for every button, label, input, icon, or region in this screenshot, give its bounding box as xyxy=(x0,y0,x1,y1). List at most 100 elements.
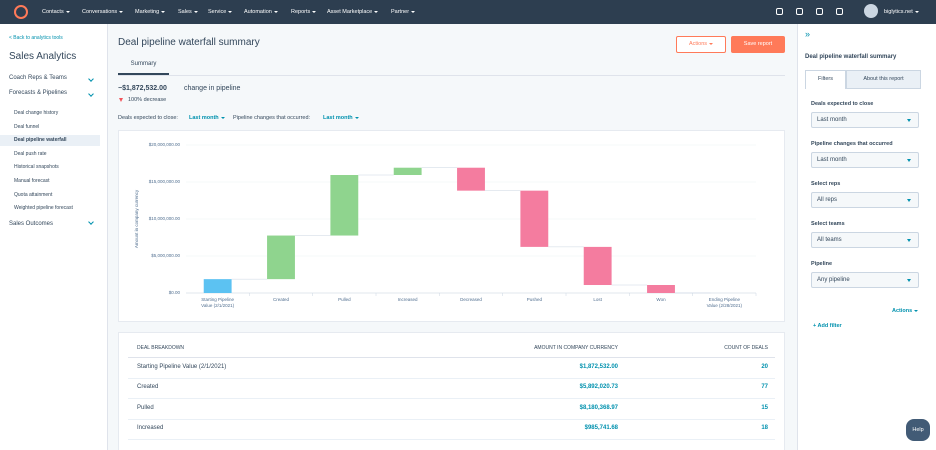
account[interactable]: biglytics.net xyxy=(884,9,919,15)
report-title: Deal pipeline waterfall summary xyxy=(118,37,260,48)
logo[interactable] xyxy=(14,5,28,19)
sidebar-section[interactable]: Coach Reps & Teams xyxy=(9,75,67,81)
field-label: Deals expected to close xyxy=(811,101,874,107)
nav-item[interactable]: Sales xyxy=(178,9,198,15)
bar xyxy=(520,190,549,247)
bar xyxy=(647,285,675,293)
filter-label: Pipeline changes that occurred: xyxy=(233,115,311,121)
field-label: Pipeline xyxy=(811,261,833,267)
sidebar-item[interactable]: Manual forecast xyxy=(14,178,50,184)
change-amount: −$1,872,532.00 xyxy=(118,85,167,92)
y-axis-label: Amount in company currency xyxy=(134,189,139,248)
table-cell: 18 xyxy=(761,424,768,431)
filter-label: Deals expected to close: xyxy=(118,115,178,121)
x-tick-label: Created xyxy=(272,297,289,302)
actions-button[interactable]: Actions xyxy=(676,36,726,53)
bar xyxy=(583,246,612,286)
nav-item[interactable]: Asset Marketplace xyxy=(327,9,378,15)
nav-item[interactable]: Contacts xyxy=(42,9,70,15)
change-text: change in pipeline xyxy=(184,85,241,92)
decrease-icon xyxy=(119,98,123,102)
help-button[interactable]: Help xyxy=(906,419,930,441)
table-card xyxy=(118,332,785,450)
table-header: DEAL BREAKDOWN xyxy=(137,345,185,351)
x-tick-label: Lost xyxy=(593,297,602,302)
bar xyxy=(330,175,359,236)
tab[interactable]: Summary xyxy=(118,59,169,75)
sidebar-section[interactable]: Forecasts & Pipelines xyxy=(9,90,68,96)
x-tick-label: Increased xyxy=(397,297,418,302)
decrease-text: 100% decrease xyxy=(128,97,167,103)
bar xyxy=(267,235,295,280)
nav-item[interactable]: Service xyxy=(208,9,232,15)
nav-icon[interactable] xyxy=(816,8,823,15)
sidebar-title: Sales Analytics xyxy=(9,51,77,62)
panel-tab[interactable]: Filters xyxy=(805,70,846,89)
field-label: Select reps xyxy=(811,181,841,187)
nav-item[interactable]: Automation xyxy=(244,9,278,15)
chart-card: $0.00 $5,000,000.00 $10,000,000.00 $15,000,… xyxy=(118,130,785,322)
y-tick-label: $15,000,000.00 xyxy=(149,179,181,184)
save-button[interactable]: Save report xyxy=(731,36,785,53)
nav-icon[interactable] xyxy=(776,8,783,15)
sidebar-item[interactable]: Historical snapshots xyxy=(14,164,59,171)
nav-icon[interactable] xyxy=(796,8,803,15)
x-tick-label: Won xyxy=(656,297,666,302)
table-cell: $8,180,368.97 xyxy=(579,404,618,411)
row-line xyxy=(128,378,775,379)
sidebar-item[interactable]: Deal pipeline waterfall xyxy=(14,137,67,144)
table-cell: 15 xyxy=(761,404,768,411)
chart: $0.00 $5,000,000.00 $10,000,000.00 $15,000,… xyxy=(134,142,757,296)
back-link[interactable]: < Back to analytics tools xyxy=(9,35,63,41)
table-cell: $985,741.68 xyxy=(584,424,618,431)
nav-icon[interactable] xyxy=(836,8,843,15)
bar xyxy=(203,279,232,293)
sidebar-section[interactable]: Sales Outcomes xyxy=(9,221,54,227)
table-cell: Starting Pipeline Value (2/1/2021) xyxy=(137,364,227,370)
collapse-icon[interactable]: » xyxy=(805,29,811,39)
add-filter[interactable]: + Add filter xyxy=(813,323,842,329)
filter-value[interactable]: Last month xyxy=(323,115,359,121)
field-select[interactable]: Any pipeline xyxy=(811,272,919,288)
x-tick-label: Ending Pipeline Value (2/28/2021) xyxy=(706,297,743,308)
table-cell: 20 xyxy=(761,364,768,370)
filter-value[interactable]: Last month xyxy=(189,115,225,121)
y-tick-label: $5,000,000.00 xyxy=(151,253,180,258)
sidebar-item[interactable]: Quota attainment xyxy=(14,191,53,198)
table-header: AMOUNT IN COMPANY CURRENCY xyxy=(534,345,618,351)
panel-title: Deal pipeline waterfall summary xyxy=(805,54,897,60)
sidebar-item[interactable]: Weighted pipeline forecast xyxy=(14,205,73,212)
field-label: Select teams xyxy=(811,221,845,227)
row-line xyxy=(128,438,775,440)
y-tick-label: $10,000,000.00 xyxy=(149,216,181,221)
field-select[interactable]: Last month xyxy=(811,112,919,128)
x-tick-label: Decreased xyxy=(460,297,482,302)
table-cell: Pulled xyxy=(137,404,154,411)
panel-tab[interactable]: About this report xyxy=(846,70,921,89)
field-select[interactable]: Last month xyxy=(811,152,919,168)
field-label: Pipeline changes that occurred xyxy=(811,141,893,147)
x-tick-label: Starting Pipeline Value (2/1/2021) xyxy=(201,297,235,308)
row-line xyxy=(128,418,775,420)
field-select[interactable]: All reps xyxy=(811,192,919,208)
nav-item[interactable]: Marketing xyxy=(135,9,165,15)
y-tick-label: $20,000,000.00 xyxy=(149,142,181,147)
table-cell: Increased xyxy=(137,424,164,431)
sidebar-item[interactable]: Deal push rate xyxy=(14,150,47,157)
x-tick-label: Pulled xyxy=(338,297,351,302)
panel-actions[interactable]: Actions xyxy=(892,308,918,314)
field-select[interactable]: All teams xyxy=(811,232,919,248)
bar xyxy=(393,167,422,176)
sidebar-item[interactable]: Deal funnel xyxy=(14,123,40,130)
table-cell: Created xyxy=(137,384,159,391)
nav-item[interactable]: Reports xyxy=(291,9,316,15)
nav-item[interactable]: Conversations xyxy=(82,9,123,15)
tab-line xyxy=(118,75,785,76)
y-tick-label: $0.00 xyxy=(169,290,181,295)
bar xyxy=(457,167,485,191)
row-line xyxy=(128,398,775,400)
sidebar-item[interactable]: Deal change history xyxy=(14,110,59,116)
nav-item[interactable]: Partner xyxy=(391,9,415,15)
avatar[interactable] xyxy=(864,4,878,18)
